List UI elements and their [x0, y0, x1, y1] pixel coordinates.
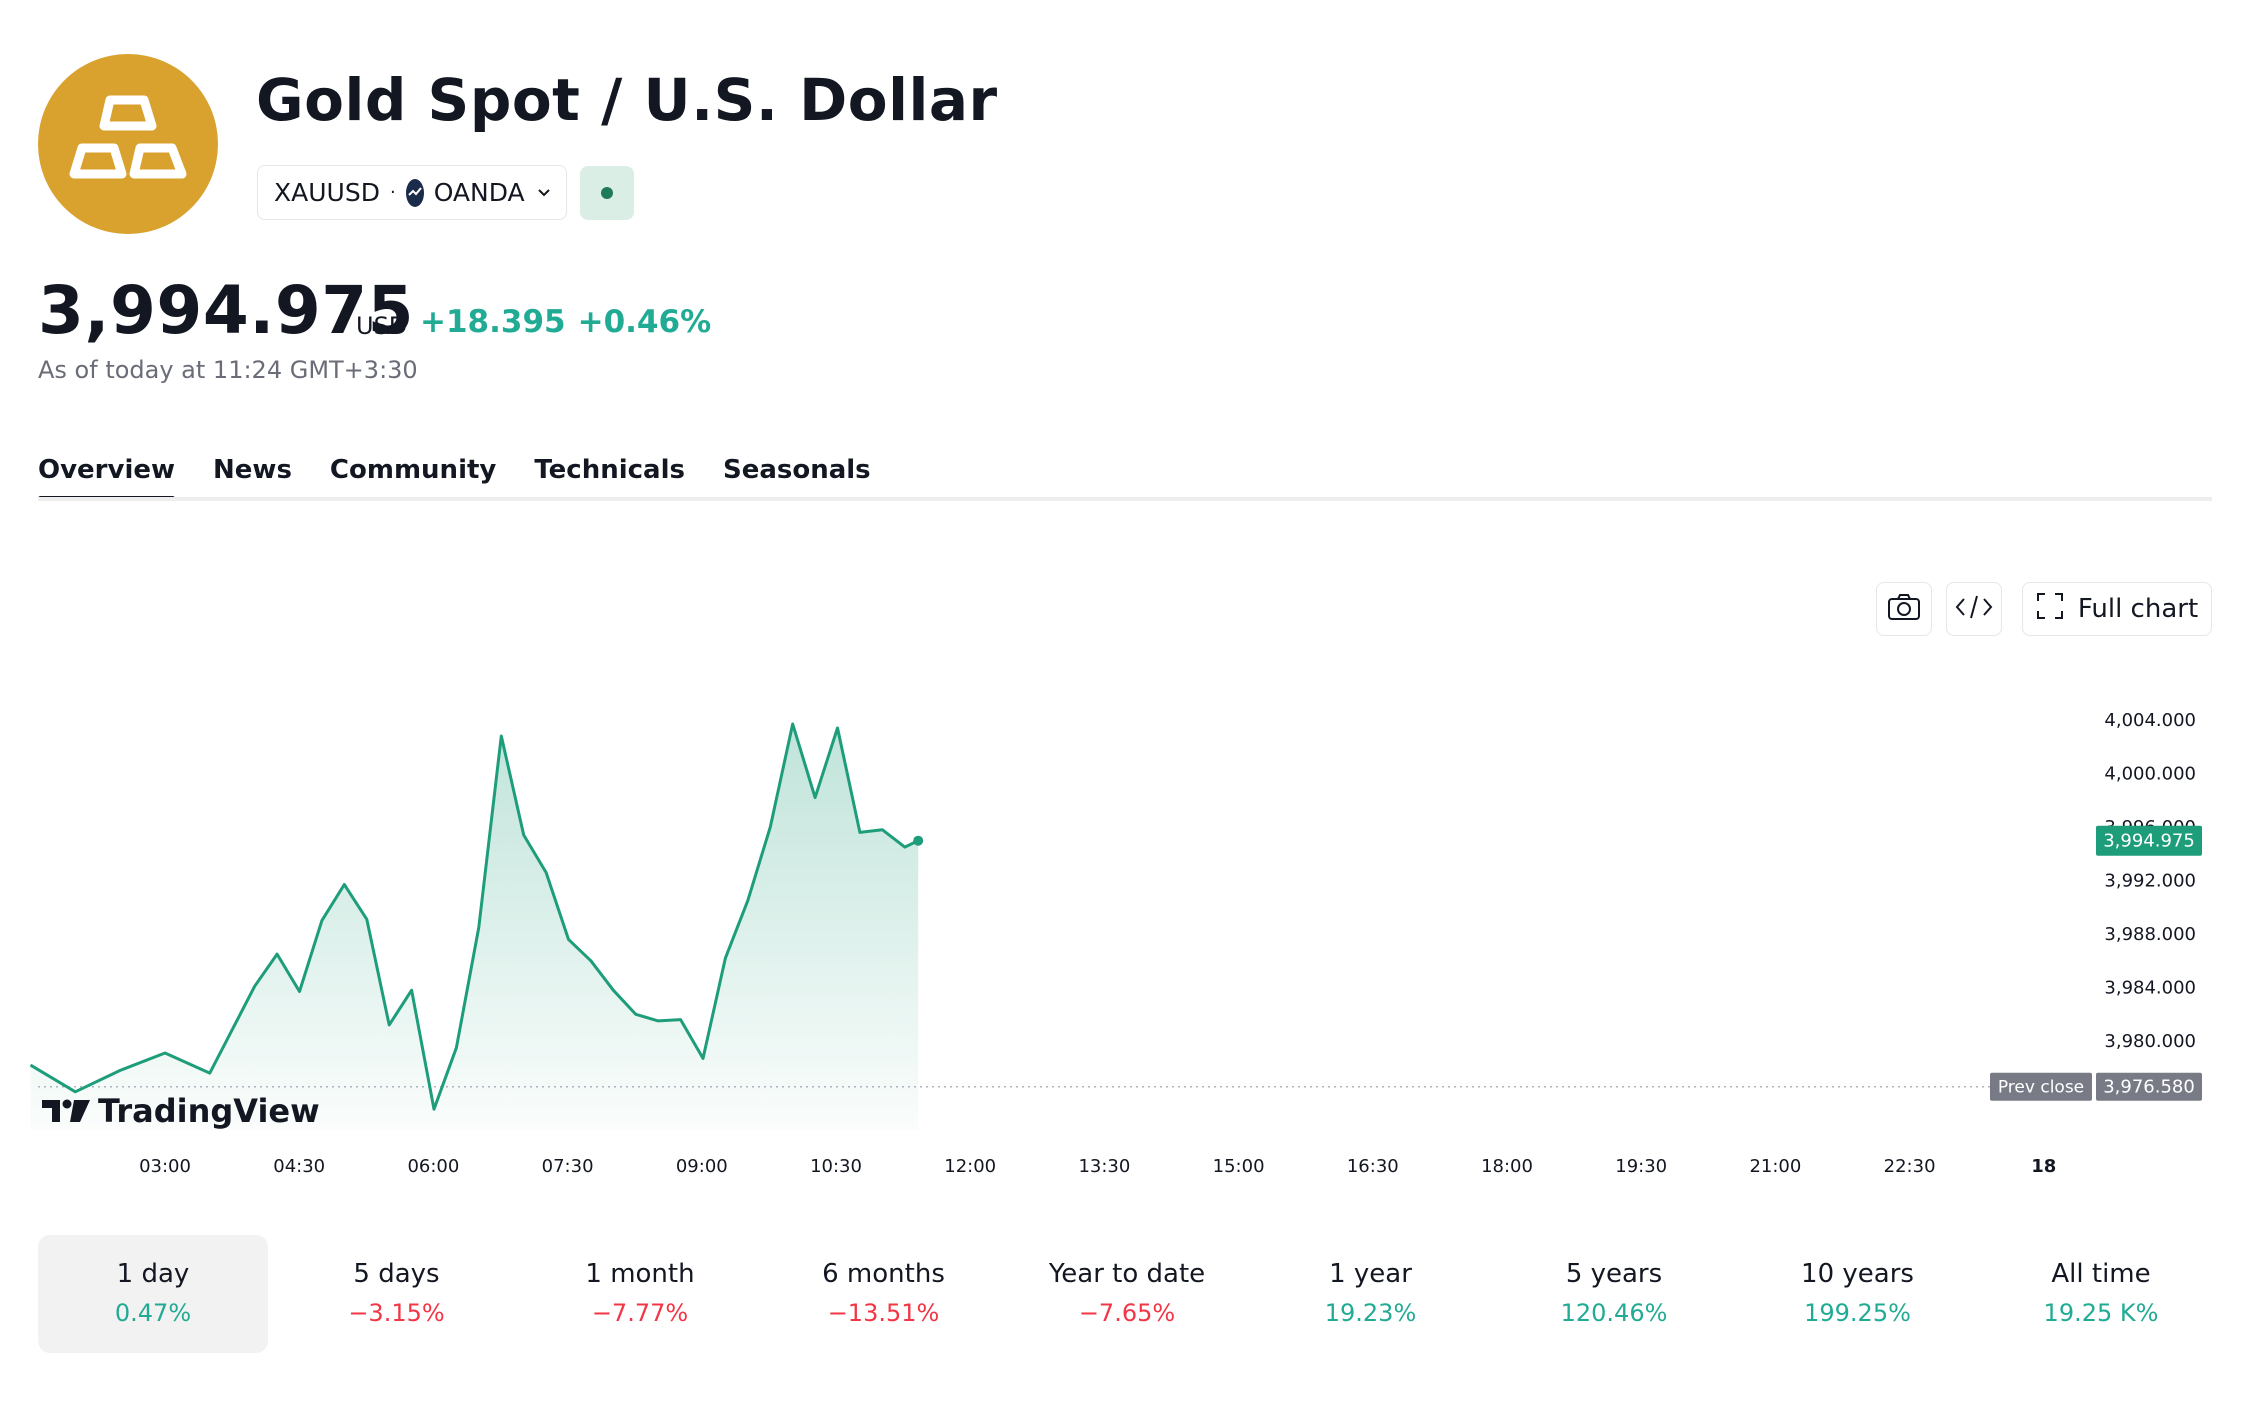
period-button[interactable]: All time 19.25 K% [1986, 1235, 2216, 1353]
period-button[interactable]: 1 day 0.47% [38, 1235, 268, 1353]
y-tick-label: 3,988.000 [2104, 924, 2196, 945]
x-tick-label: 21:00 [1749, 1156, 1801, 1177]
tab-divider [38, 497, 2212, 501]
tab-news[interactable]: News [213, 455, 292, 485]
x-tick-label: 22:30 [1884, 1156, 1936, 1177]
full-chart-label: Full chart [2077, 594, 2199, 624]
period-button[interactable]: 6 months −13.51% [769, 1235, 999, 1353]
tradingview-icon [42, 1099, 90, 1122]
symbol-label: XAUUSD [274, 178, 380, 207]
period-label: Year to date [1048, 1259, 1206, 1289]
prev-close-value-tag [2096, 1072, 2202, 1101]
period-change-value: −7.65% [1078, 1299, 1176, 1327]
price-area-fill [30, 724, 919, 1130]
chevron-down-icon [535, 178, 553, 207]
tradingview-wordmark: TradingView [98, 1092, 320, 1130]
period-label: 5 days [353, 1259, 440, 1289]
last-price-tag [2096, 825, 2202, 856]
x-tick-label: 18 [2031, 1156, 2056, 1177]
y-tick-label: 3,984.000 [2104, 978, 2196, 999]
period-change-value: −7.77% [591, 1299, 689, 1327]
period-label: 1 year [1329, 1259, 1412, 1289]
tab-community[interactable]: Community [329, 455, 497, 485]
price-point [913, 835, 924, 846]
period-label: 1 month [585, 1259, 695, 1289]
change-percent: +0.46% [577, 304, 712, 340]
period-label: 5 years [1565, 1259, 1663, 1289]
y-tick-label: 4,000.000 [2104, 764, 2196, 785]
currency-label: USD [356, 312, 408, 340]
period-change-value: 199.25% [1804, 1299, 1911, 1327]
price-change: +18.395 +0.46% [420, 304, 723, 340]
x-tick-label: 12:00 [944, 1156, 996, 1177]
period-button[interactable]: Year to date −7.65% [1012, 1235, 1242, 1353]
page-title: Gold Spot / U.S. Dollar [256, 66, 998, 134]
change-absolute: +18.395 [420, 304, 566, 340]
period-label: 6 months [822, 1259, 945, 1289]
prev-close-tag-label: Prev close [1998, 1078, 2084, 1098]
x-tick-label: 03:00 [139, 1156, 191, 1177]
tab-seasonals[interactable]: Seasonals [722, 455, 871, 485]
symbol-exchange-selector[interactable]: XAUUSD · OANDA [257, 165, 567, 220]
market-status-badge[interactable] [580, 166, 634, 220]
prev-close-tag [1990, 1072, 2092, 1101]
period-button[interactable]: 5 days −3.15% [282, 1235, 512, 1353]
y-tick-label: 3,992.000 [2104, 871, 2196, 892]
x-tick-label: 16:30 [1347, 1156, 1399, 1177]
period-change-value: −13.51% [827, 1299, 940, 1327]
last-price: 3,994.975 [38, 272, 415, 349]
period-button[interactable]: 5 years 120.46% [1499, 1235, 1729, 1353]
x-tick-label: 19:30 [1615, 1156, 1667, 1177]
fullscreen-icon [2036, 592, 2064, 627]
separator-dot: · [389, 182, 396, 203]
market-open-dot-icon [601, 187, 613, 199]
period-change-value: 120.46% [1560, 1299, 1668, 1327]
code-icon [1954, 592, 1994, 626]
period-label: 1 day [116, 1259, 190, 1289]
price-line [29, 722, 919, 1111]
period-label: 10 years [1801, 1259, 1914, 1289]
embed-code-button[interactable] [1946, 582, 2002, 636]
x-tick-label: 18:00 [1481, 1156, 1533, 1177]
period-change-value: −3.15% [348, 1299, 445, 1327]
period-button[interactable]: 1 year 19.23% [1256, 1235, 1486, 1353]
price-chart[interactable]: 4,004.0004,000.0003,996.0003,992.0003,98… [0, 660, 2248, 1200]
period-change-value: 19.23% [1324, 1299, 1417, 1327]
period-change-value: 19.25 K% [2043, 1299, 2159, 1327]
x-tick-label: 06:00 [407, 1156, 459, 1177]
y-tick-label: 3,980.000 [2104, 1031, 2196, 1052]
y-tick-label: 4,004.000 [2104, 710, 2196, 731]
exchange-label: OANDA [433, 178, 525, 207]
x-tick-label: 04:30 [273, 1156, 325, 1177]
x-tick-label: 07:30 [542, 1156, 594, 1177]
x-tick-label: 15:00 [1213, 1156, 1265, 1177]
prev-close-value-label: 3,976.580 [2103, 1077, 2195, 1098]
x-tick-label: 13:30 [1078, 1156, 1130, 1177]
last-price-tag-label: 3,994.975 [2103, 831, 2195, 852]
full-chart-button[interactable]: Full chart [2022, 582, 2212, 636]
tradingview-logo[interactable]: TradingView [40, 1092, 320, 1130]
x-tick-label: 10:30 [810, 1156, 862, 1177]
tab-bar: Overview News Community Technicals Seaso… [38, 455, 909, 501]
tab-overview[interactable]: Overview [38, 455, 176, 501]
gold-logo-icon [38, 54, 218, 234]
tab-technicals[interactable]: Technicals [534, 455, 685, 485]
camera-icon [1887, 592, 1921, 626]
as-of-timestamp: As of today at 11:24 GMT+3:30 [38, 356, 418, 384]
performance-periods: 1 day 0.47% 5 days −3.15% 1 month −7.77% 6 mon… [38, 1235, 2212, 1353]
period-label: All time [2051, 1259, 2151, 1289]
period-button[interactable]: 1 month −7.77% [525, 1235, 755, 1353]
x-tick-label: 09:00 [676, 1156, 728, 1177]
period-change-value: 0.47% [114, 1299, 192, 1327]
oanda-icon [405, 178, 424, 207]
period-button[interactable]: 10 years 199.25% [1743, 1235, 1973, 1353]
snapshot-button[interactable] [1876, 582, 1932, 636]
